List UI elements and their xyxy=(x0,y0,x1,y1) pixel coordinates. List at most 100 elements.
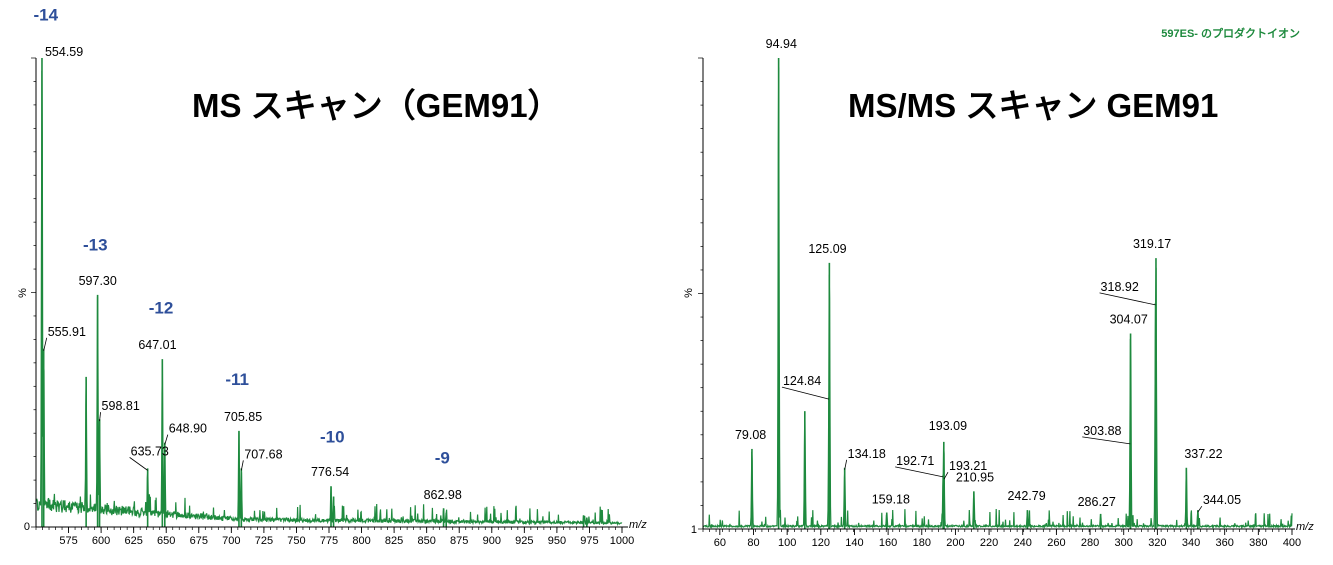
charge-state-label: -9 xyxy=(435,449,450,468)
ms-scan-y-unit: % xyxy=(17,288,29,298)
ms-scan-x-tick-label: 900 xyxy=(483,535,501,547)
ms-scan-x-tick-label: 825 xyxy=(385,535,403,547)
msms-scan-x-tick-label: 60 xyxy=(714,537,726,549)
msms-scan-x-tick-label: 380 xyxy=(1249,537,1267,549)
ms-scan-x-tick-label: 950 xyxy=(548,535,566,547)
msms-scan-peak-callouts: 79.08 94.94 125.09 124.84 134.18 159.18 192.71… xyxy=(735,37,1241,513)
msms-scan-x-tick-label: 280 xyxy=(1081,537,1099,549)
ms-scan-peak-label: 597.30 xyxy=(79,274,117,288)
msms-scan-peak-label: 193.09 xyxy=(929,419,967,433)
msms-scan-peak-label: 344.05 xyxy=(1203,493,1241,507)
msms-scan-peak-leader xyxy=(844,459,848,470)
msms-scan-x-tick-label: 300 xyxy=(1115,537,1133,549)
msms-scan-peak-label: 303.88 xyxy=(1083,424,1121,438)
ms-scan-x-tick-label: 875 xyxy=(450,535,468,547)
msms-scan-peak-label: 210.95 xyxy=(956,470,994,484)
msms-scan-x-tick-label: 240 xyxy=(1014,537,1032,549)
ms-scan-x-tick-label: 1000 xyxy=(610,535,634,547)
ms-scan-x-tick-label: 975 xyxy=(580,535,598,547)
msms-scan-peak-label: 192.71 xyxy=(896,454,934,468)
msms-scan-title: MS/MS スキャン GEM91 xyxy=(848,87,1218,124)
charge-state-label: -14 xyxy=(33,5,58,24)
ms-scan-peak-label: 707.68 xyxy=(244,447,282,461)
msms-scan-x-tick-label: 260 xyxy=(1047,537,1065,549)
charge-state-label: -10 xyxy=(320,428,345,447)
ms-scan-x-tick-label: 700 xyxy=(222,535,240,547)
msms-scan-x-tick-label: 120 xyxy=(812,537,830,549)
msms-precursor-note: 597ES- のプロダクトイオン xyxy=(1161,26,1300,40)
msms-scan-x-ticks: 60 80 100 120 140 160 180 200 220 240 260 280 300 320… xyxy=(702,529,1301,549)
msms-scan-peak-label: 134.18 xyxy=(848,447,886,461)
charge-state-label: -13 xyxy=(83,235,108,254)
msms-scan-x-tick-label: 140 xyxy=(845,537,863,549)
ms-scan-y-ticks xyxy=(31,57,36,528)
ms-scan-peak-label: 598.81 xyxy=(102,399,140,413)
ms-scan-peak-leader xyxy=(240,460,244,471)
msms-scan-peak-label: 79.08 xyxy=(735,428,766,442)
ms-scan-x-tick-label: 725 xyxy=(255,535,273,547)
msms-scan-peak-label: 94.94 xyxy=(766,37,797,51)
msms-scan-peak-leader xyxy=(1099,292,1156,306)
msms-scan-peak-label: 337.22 xyxy=(1184,447,1222,461)
msms-scan-peak-label: 125.09 xyxy=(808,242,846,256)
charge-state-label: -12 xyxy=(149,299,174,318)
ms-scan-peak-label: 647.01 xyxy=(138,338,176,352)
msms-scan-peak-label: 242.79 xyxy=(1007,489,1045,503)
ms-scan-x-tick-label: 750 xyxy=(287,535,305,547)
msms-scan-x-unit: m/z xyxy=(1296,521,1314,533)
msms-scan-x-tick-label: 200 xyxy=(946,537,964,549)
ms-scan-x-tick-label: 650 xyxy=(157,535,175,547)
msms-scan-peak-leader xyxy=(895,466,944,478)
msms-scan-x-tick-label: 160 xyxy=(879,537,897,549)
ms-scan-peak-callouts: 554.59 555.91 597.30 598.81 635.73 647.01 648.… xyxy=(43,45,462,502)
msms-scan-spectrum-line xyxy=(702,67,1293,530)
msms-scan-x-tick-label: 100 xyxy=(778,537,796,549)
msms-scan-peak-leader xyxy=(943,471,949,480)
msms-scan-peak-leader xyxy=(781,386,830,400)
ms-scan-x-ticks: 575 600 625 650 675 700 725 750 775 800 825 850 875 9… xyxy=(35,527,634,547)
msms-scan-peak-label: 286.27 xyxy=(1078,495,1116,509)
msms-scan-trace xyxy=(702,58,1293,530)
ms-scan-peak-label: 554.59 xyxy=(45,45,83,59)
ms-scan-peak-label: 862.98 xyxy=(424,488,462,502)
msms-scan-x-tick-label: 220 xyxy=(980,537,998,549)
ms-scan-x-tick-label: 850 xyxy=(417,535,435,547)
msms-scan-peak-label: 124.84 xyxy=(783,374,821,388)
ms-scan-chart: 554.59 555.91 597.30 598.81 635.73 647.01 648.… xyxy=(17,5,647,547)
msms-scan-x-tick-label: 180 xyxy=(913,537,931,549)
msms-scan-peak-label: 319.17 xyxy=(1133,237,1171,251)
ms-scan-x-tick-label: 575 xyxy=(59,535,77,547)
ms-scan-x-tick-label: 800 xyxy=(352,535,370,547)
msms-scan-peak-leader xyxy=(1197,505,1203,513)
msms-scan-chart: 79.08 94.94 125.09 124.84 134.18 159.18 192.71… xyxy=(683,26,1314,549)
ms-scan-peak-label: 705.85 xyxy=(224,410,262,424)
ms-scan-peak-label: 776.54 xyxy=(311,465,349,479)
msms-scan-x-tick-label: 400 xyxy=(1283,537,1301,549)
ms-scan-charge-states: -14 -13 -12 -11 -10 -9 xyxy=(33,5,449,467)
ms-scan-x-tick-label: 600 xyxy=(92,535,110,547)
ms-scan-peak-leader xyxy=(43,337,48,351)
ms-scan-x-unit: m/z xyxy=(629,519,647,531)
msms-scan-y-tick-one: 1 xyxy=(691,524,697,536)
msms-scan-y-unit: % xyxy=(683,288,695,298)
msms-scan-peak-label: 193.21 xyxy=(949,459,987,473)
charge-state-label: -11 xyxy=(225,370,249,389)
ms-scan-trace xyxy=(35,58,623,527)
ms-scan-x-tick-label: 925 xyxy=(515,535,533,547)
ms-scan-x-tick-label: 625 xyxy=(124,535,142,547)
msms-scan-peak-label: 318.92 xyxy=(1101,280,1139,294)
msms-scan-x-tick-label: 320 xyxy=(1148,537,1166,549)
ms-scan-x-tick-label: 775 xyxy=(320,535,338,547)
ms-scan-peak-label: 648.90 xyxy=(169,422,207,436)
ms-scan-title: MS スキャン（GEM91） xyxy=(192,87,561,124)
msms-scan-x-tick-label: 340 xyxy=(1182,537,1200,549)
msms-scan-y-ticks xyxy=(698,57,703,530)
ms-scan-peak-label: 635.73 xyxy=(131,444,169,458)
msms-scan-peak-label: 304.07 xyxy=(1110,313,1148,327)
ms-scan-y-tick-zero: 0 xyxy=(24,521,30,533)
ms-scan-spectrum-line xyxy=(35,70,623,527)
ms-scan-peak-label: 555.91 xyxy=(48,325,86,339)
msms-scan-x-tick-label: 80 xyxy=(747,537,759,549)
ms-scan-peak-leader xyxy=(99,412,101,422)
